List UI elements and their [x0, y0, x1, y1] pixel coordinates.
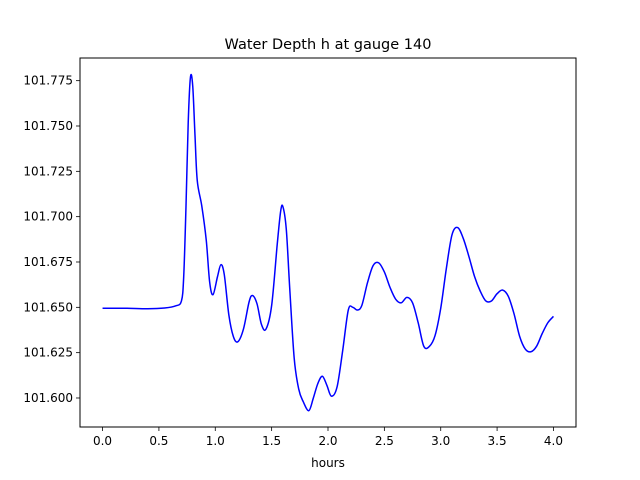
y-tick-label: 101.750 — [23, 119, 73, 133]
y-tick-label: 101.725 — [23, 164, 73, 178]
y-tick-label: 101.675 — [23, 255, 73, 269]
y-tick-label: 101.600 — [23, 391, 73, 405]
x-tick-label: 1.0 — [206, 434, 225, 448]
y-tick-label: 101.650 — [23, 300, 73, 314]
x-axis: 0.0 0.5 1.0 1.5 2.0 2.5 3.0 3.5 4.0 — [93, 427, 563, 448]
x-tick-label: 1.5 — [262, 434, 281, 448]
y-tick-label: 101.700 — [23, 210, 73, 224]
series-line — [102, 73, 555, 412]
x-tick-label: 3.0 — [431, 434, 450, 448]
x-tick-label: 4.0 — [544, 434, 563, 448]
y-tick-label: 101.775 — [23, 74, 73, 88]
chart-title: Water Depth h at gauge 140 — [225, 37, 432, 53]
axes-frame — [79, 57, 577, 428]
x-axis-label: hours — [311, 456, 345, 470]
y-axis: 101.600 101.625 101.650 101.675 101.700 101.7… — [23, 74, 80, 405]
x-tick-label: 0.5 — [149, 434, 168, 448]
series-layer — [102, 73, 555, 412]
x-tick-label: 0.0 — [93, 434, 112, 448]
x-tick-label: 2.5 — [375, 434, 394, 448]
x-tick-label: 3.5 — [488, 434, 507, 448]
x-tick-label: 2.0 — [318, 434, 337, 448]
y-tick-label: 101.625 — [23, 346, 73, 360]
